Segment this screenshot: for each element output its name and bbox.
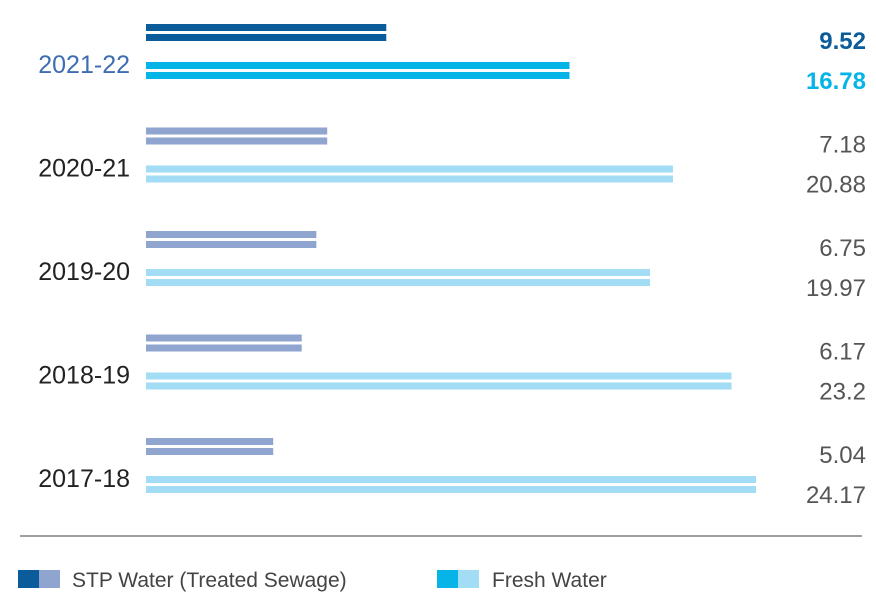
bar-fresh-line2 bbox=[146, 175, 673, 183]
value-label: 5.04 bbox=[819, 442, 866, 469]
bar-fresh-line2 bbox=[146, 279, 651, 286]
category-label: 2021-22 bbox=[38, 51, 130, 79]
value-label: 19.97 bbox=[806, 275, 866, 302]
category-label: 2020-21 bbox=[38, 155, 130, 183]
bar-stp-line2 bbox=[146, 241, 317, 248]
bar-fresh bbox=[146, 476, 756, 483]
bar-fresh-line2 bbox=[146, 72, 570, 79]
value-label: 23.2 bbox=[819, 379, 866, 406]
category-label: 2017-18 bbox=[38, 465, 130, 493]
value-label: 20.88 bbox=[806, 172, 866, 199]
legend-stp-label: STP Water (Treated Sewage) bbox=[72, 569, 347, 592]
legend-fresh-swatch-dark bbox=[437, 570, 458, 588]
bar-stp-line2 bbox=[146, 34, 387, 41]
legend-stp-swatch-light bbox=[39, 570, 60, 588]
bar-fresh bbox=[146, 165, 673, 173]
bar-stp bbox=[146, 334, 302, 342]
value-label: 16.78 bbox=[806, 68, 866, 95]
bar-stp bbox=[146, 438, 274, 445]
category-label: 2018-19 bbox=[38, 362, 130, 390]
legend-stp-swatch-dark bbox=[18, 570, 39, 588]
bar-stp bbox=[146, 127, 328, 135]
bar-fresh-line2 bbox=[146, 486, 756, 493]
value-label: 24.17 bbox=[806, 482, 866, 509]
legend-fresh-swatch-light bbox=[458, 570, 479, 588]
bar-stp-line2 bbox=[146, 448, 274, 455]
value-label: 7.18 bbox=[819, 132, 866, 159]
bar-fresh bbox=[146, 372, 732, 380]
bar-stp bbox=[146, 24, 387, 31]
legend-fresh-label: Fresh Water bbox=[492, 569, 607, 592]
bar-fresh bbox=[146, 269, 651, 276]
value-label: 6.75 bbox=[819, 235, 866, 262]
bar-fresh bbox=[146, 62, 570, 69]
bar-stp-line2 bbox=[146, 137, 328, 145]
value-label: 6.17 bbox=[819, 339, 866, 366]
bar-fresh-line2 bbox=[146, 382, 732, 390]
category-label: 2019-20 bbox=[38, 258, 130, 286]
bar-stp-line2 bbox=[146, 344, 302, 352]
bar-stp bbox=[146, 231, 317, 238]
value-label: 9.52 bbox=[819, 28, 866, 55]
